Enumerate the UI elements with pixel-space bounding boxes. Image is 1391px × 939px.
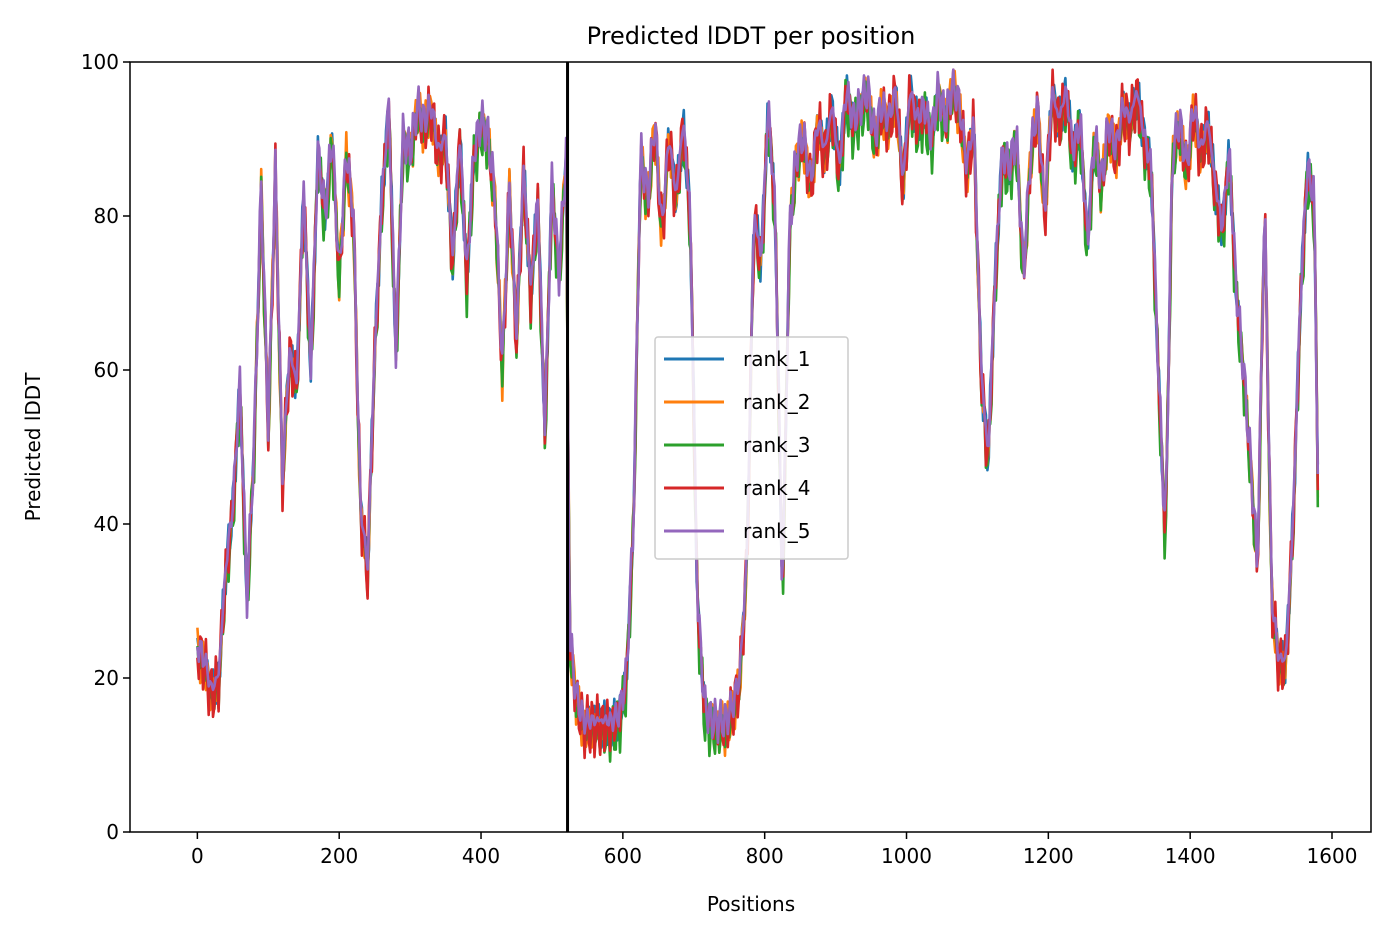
y-tick-label: 40: [94, 512, 119, 536]
legend-label-rank_5: rank_5: [743, 519, 810, 543]
legend-label-rank_1: rank_1: [743, 347, 810, 371]
x-tick-label: 1000: [881, 844, 932, 868]
legend-box: [654, 336, 849, 560]
series-line-rank_5: [196, 68, 1320, 745]
y-axis-label: Predicted lDDT: [21, 372, 45, 522]
x-tick-label: 200: [320, 844, 358, 868]
y-tick-label: 0: [106, 820, 119, 844]
y-tick-label: 80: [94, 204, 119, 228]
x-tick-label: 1200: [1023, 844, 1074, 868]
x-tick-label: 400: [462, 844, 500, 868]
legend-label-rank_3: rank_3: [743, 433, 810, 457]
chart-title: Predicted lDDT per position: [587, 22, 916, 50]
x-axis-label: Positions: [707, 892, 795, 916]
x-tick-label: 800: [746, 844, 784, 868]
x-tick-label: 600: [604, 844, 642, 868]
x-tick-label: 1600: [1307, 844, 1358, 868]
y-tick-label: 100: [81, 50, 119, 74]
x-tick-label: 1400: [1165, 844, 1216, 868]
y-tick-label: 20: [94, 666, 119, 690]
legend-label-rank_4: rank_4: [743, 476, 810, 500]
y-tick-label: 60: [94, 358, 119, 382]
legend: rank_1 rank_2 rank_3 rank_4 rank_5: [654, 336, 849, 560]
plot-frame: [129, 61, 1372, 833]
x-tick-label: 0: [191, 844, 204, 868]
legend-label-rank_2: rank_2: [743, 390, 810, 414]
